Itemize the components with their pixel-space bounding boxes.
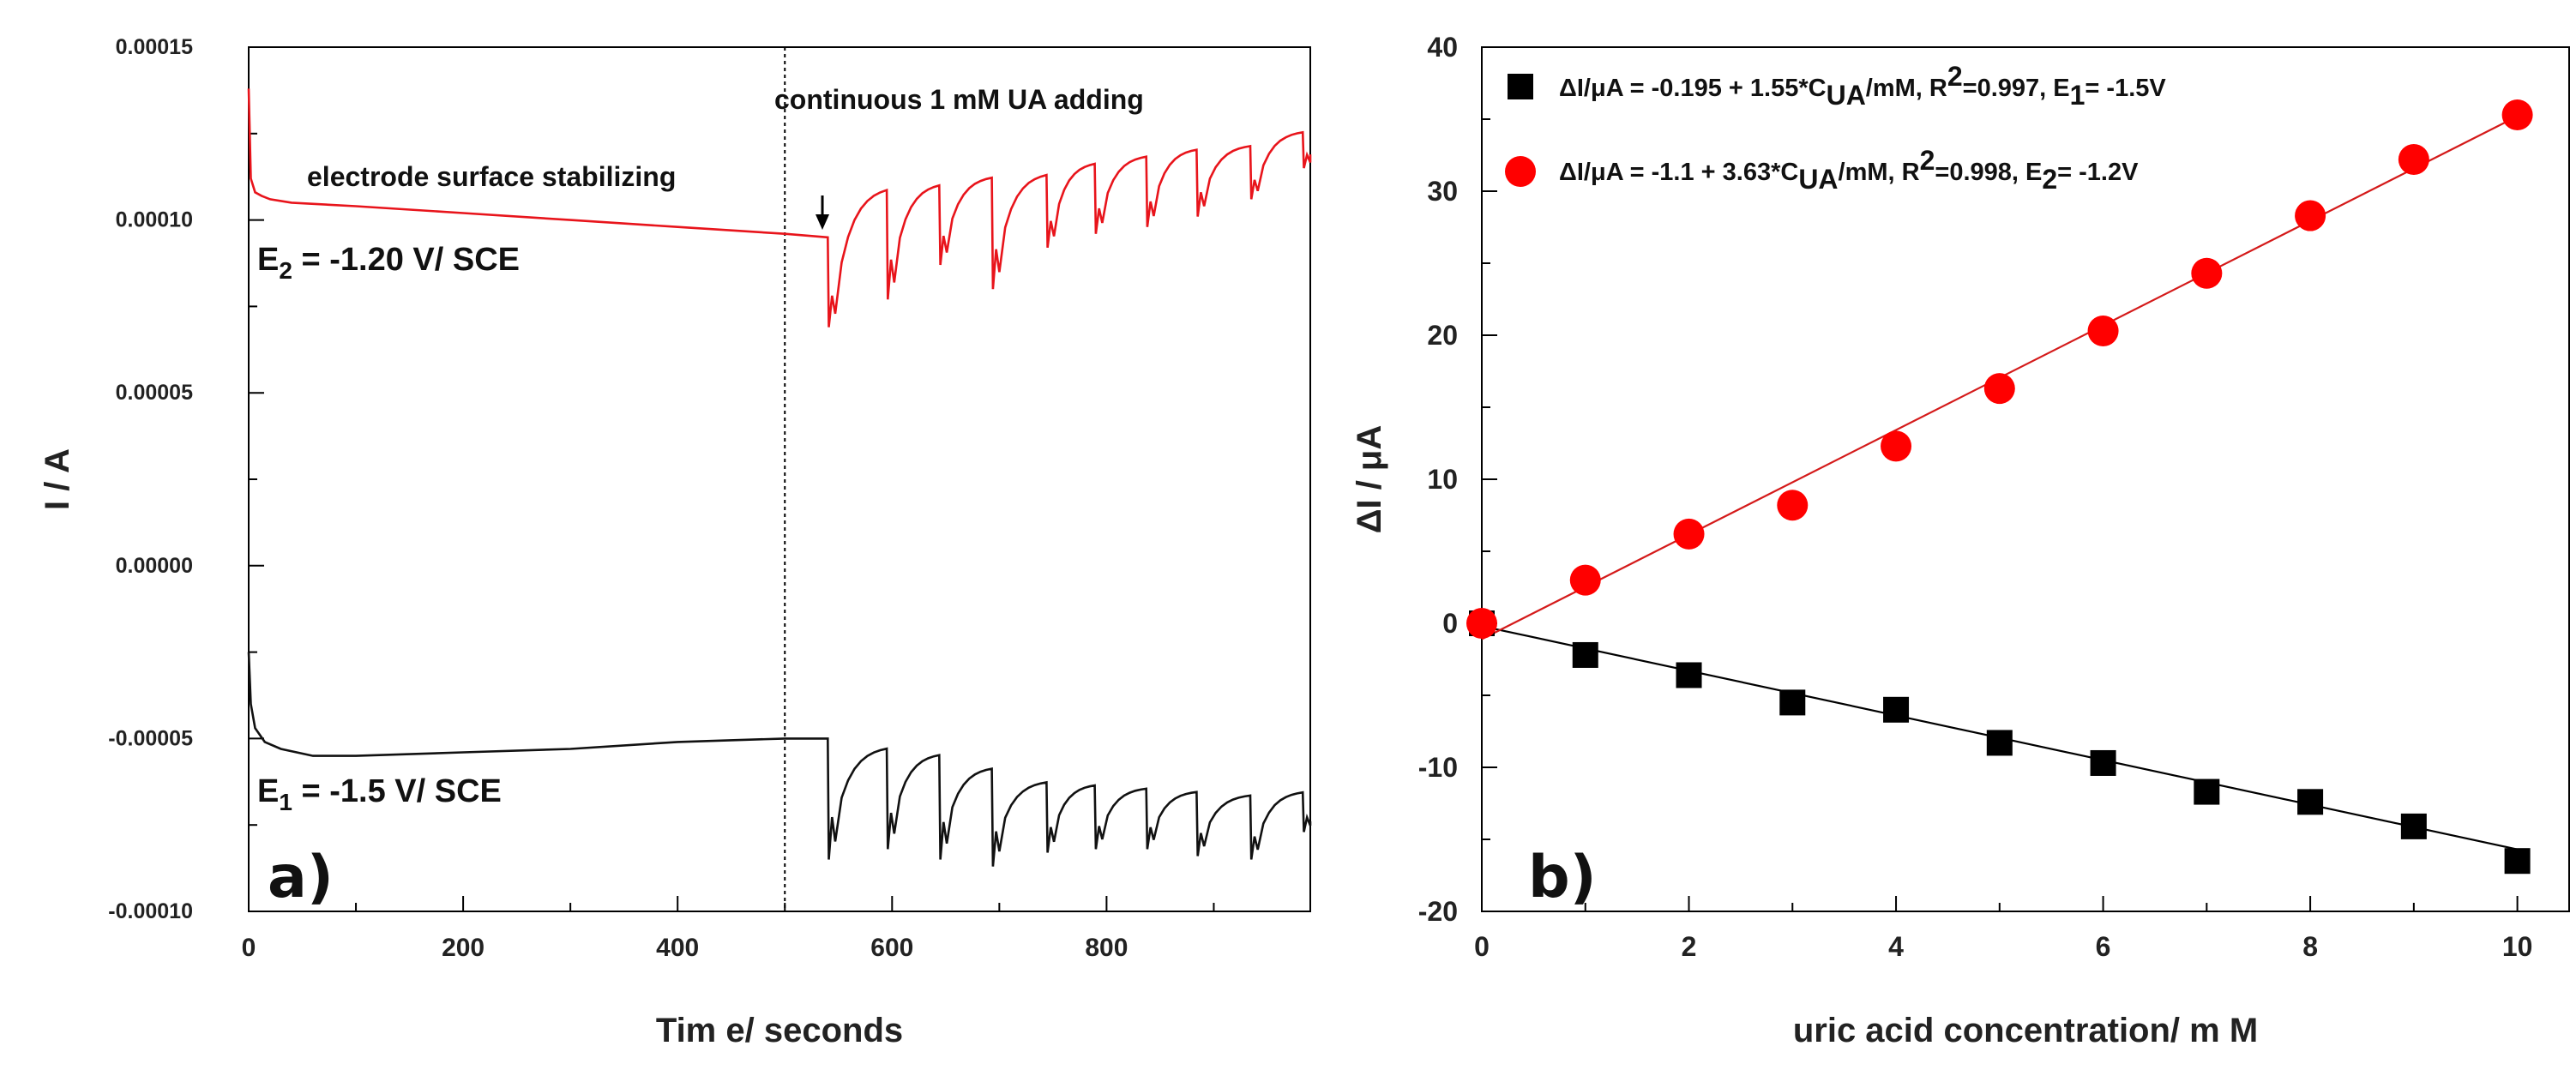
series-e1-label: E1 = -1.5 V/ SCE [257,773,502,815]
y-tick-label: 0.00005 [116,381,193,405]
arrow-head [816,214,830,230]
panel-b: -20 -10 0 10 20 30 40 0 2 4 6 8 10 ΔI / μA uric aci… [1351,32,2570,1049]
point-e2 [1881,430,1912,462]
point-e2 [1569,564,1601,596]
x-tick-label: 0 [1474,931,1490,962]
panel-b-x-ticks: 0 2 4 6 8 10 [1474,896,2532,962]
point-e2 [2501,99,2533,130]
x-tick-label: 2 [1682,931,1697,962]
panel-b-x-axis-label: uric acid concentration/ m M [1793,1012,2258,1049]
point-e1 [1986,730,2013,756]
y-tick-label: 30 [1427,176,1458,207]
x-tick-label: 6 [2096,931,2111,962]
legend-text-part: UA [1798,164,1838,195]
y-tick-label: -20 [1418,896,1458,927]
legend: ΔI/μA = -0.195 + 1.55*CUA/mM, R2=0.997, … [1505,61,2166,195]
point-e2 [2087,315,2119,346]
x-tick-label: 800 [1085,934,1128,962]
legend-entry-e1: ΔI/μA = -0.195 + 1.55*CUA/mM, R2=0.997, … [1559,61,2166,111]
x-tick-label: 600 [870,934,913,962]
point-e1 [1572,641,1598,668]
point-e2 [1466,608,1497,639]
point-e2 [2295,200,2326,231]
series-e2-label: E2 = -1.20 V/ SCE [257,242,520,284]
y-tick-label: -0.00010 [108,899,193,923]
point-e2 [2398,144,2429,176]
point-e1 [1883,696,1910,723]
point-e2 [2191,257,2223,289]
legend-entry-e2: ΔI/μA = -1.1 + 3.63*CUA/mM, R2=0.998, E2… [1559,145,2139,195]
series-e2-trace [247,88,1312,328]
point-e1 [2090,749,2116,776]
legend-text-part: =0.997, E [1963,75,2070,102]
x-tick-label: 0 [242,934,256,962]
point-e1 [2504,848,2531,875]
y-tick-label: 0.00015 [116,35,193,59]
x-tick-label: 10 [2502,931,2533,962]
panel-b-points [1466,99,2533,875]
panel-a-x-ticks: 0 200 400 600 800 [242,896,1215,962]
series-e1-trace [247,652,1312,867]
y-tick-label: 0.00000 [116,554,193,578]
legend-text-part: = -1.2V [2057,159,2139,186]
y-tick-label: 0 [1442,608,1458,639]
legend-text-part: /mM, R [1839,159,1920,186]
legend-text-part: 2 [1920,145,1935,176]
point-e2 [1777,490,1809,521]
x-tick-label: 8 [2302,931,2318,962]
y-tick-label: 40 [1427,32,1458,63]
y-tick-label: 10 [1427,464,1458,495]
legend-marker-e1 [1508,74,1533,99]
legend-text-part: ΔI/μA = -0.195 + 1.55*C [1559,75,1827,102]
x-tick-label: 200 [442,934,485,962]
legend-text-part: 1 [2070,80,2085,111]
panel-a-x-axis-label: Tim e/ seconds [656,1012,903,1049]
point-e2 [1673,518,1705,550]
legend-text-part: =0.998, E [1935,159,2042,186]
legend-text-part: ΔI/μA = -1.1 + 3.63*C [1559,159,1798,186]
y-tick-label: -10 [1418,752,1458,783]
point-e2 [1983,373,2015,405]
annotation-stabilizing: electrode surface stabilizing [307,161,676,192]
panel-a-label: a) [268,844,334,911]
y-tick-label: 0.00010 [116,208,193,232]
panel-b-label: b) [1528,844,1597,911]
panel-a-y-ticks: -0.00010 -0.00005 0.00000 0.00005 0.00010 0.0… [108,35,264,923]
legend-marker-e2 [1505,156,1536,187]
legend-text-part: = -1.5V [2085,75,2166,102]
x-tick-label: 4 [1888,931,1904,962]
y-tick-label: 20 [1427,320,1458,351]
legend-text-part: /mM, R [1866,75,1947,102]
panel-b-y-axis-label: ΔI / μA [1351,425,1388,534]
x-tick-label: 400 [656,934,699,962]
legend-text-part: UA [1827,80,1866,111]
panel-b-y-ticks: -20 -10 0 10 20 30 40 [1418,32,1497,927]
point-e1 [2297,789,2324,815]
point-e1 [1676,662,1702,688]
point-e1 [2194,778,2220,805]
addition-arrow-icon [816,195,830,230]
legend-text-part: 2 [2042,164,2057,195]
legend-text-part: 2 [1947,61,1963,92]
point-e1 [1779,689,1806,716]
panel-a-y-axis-label: I / A [39,448,76,510]
y-tick-label: -0.00005 [108,726,193,750]
annotation-ua-adding: continuous 1 mM UA adding [774,84,1144,115]
point-e1 [2400,813,2427,839]
panel-a: -0.00010 -0.00005 0.00000 0.00005 0.00010 0.0… [39,35,1312,1049]
